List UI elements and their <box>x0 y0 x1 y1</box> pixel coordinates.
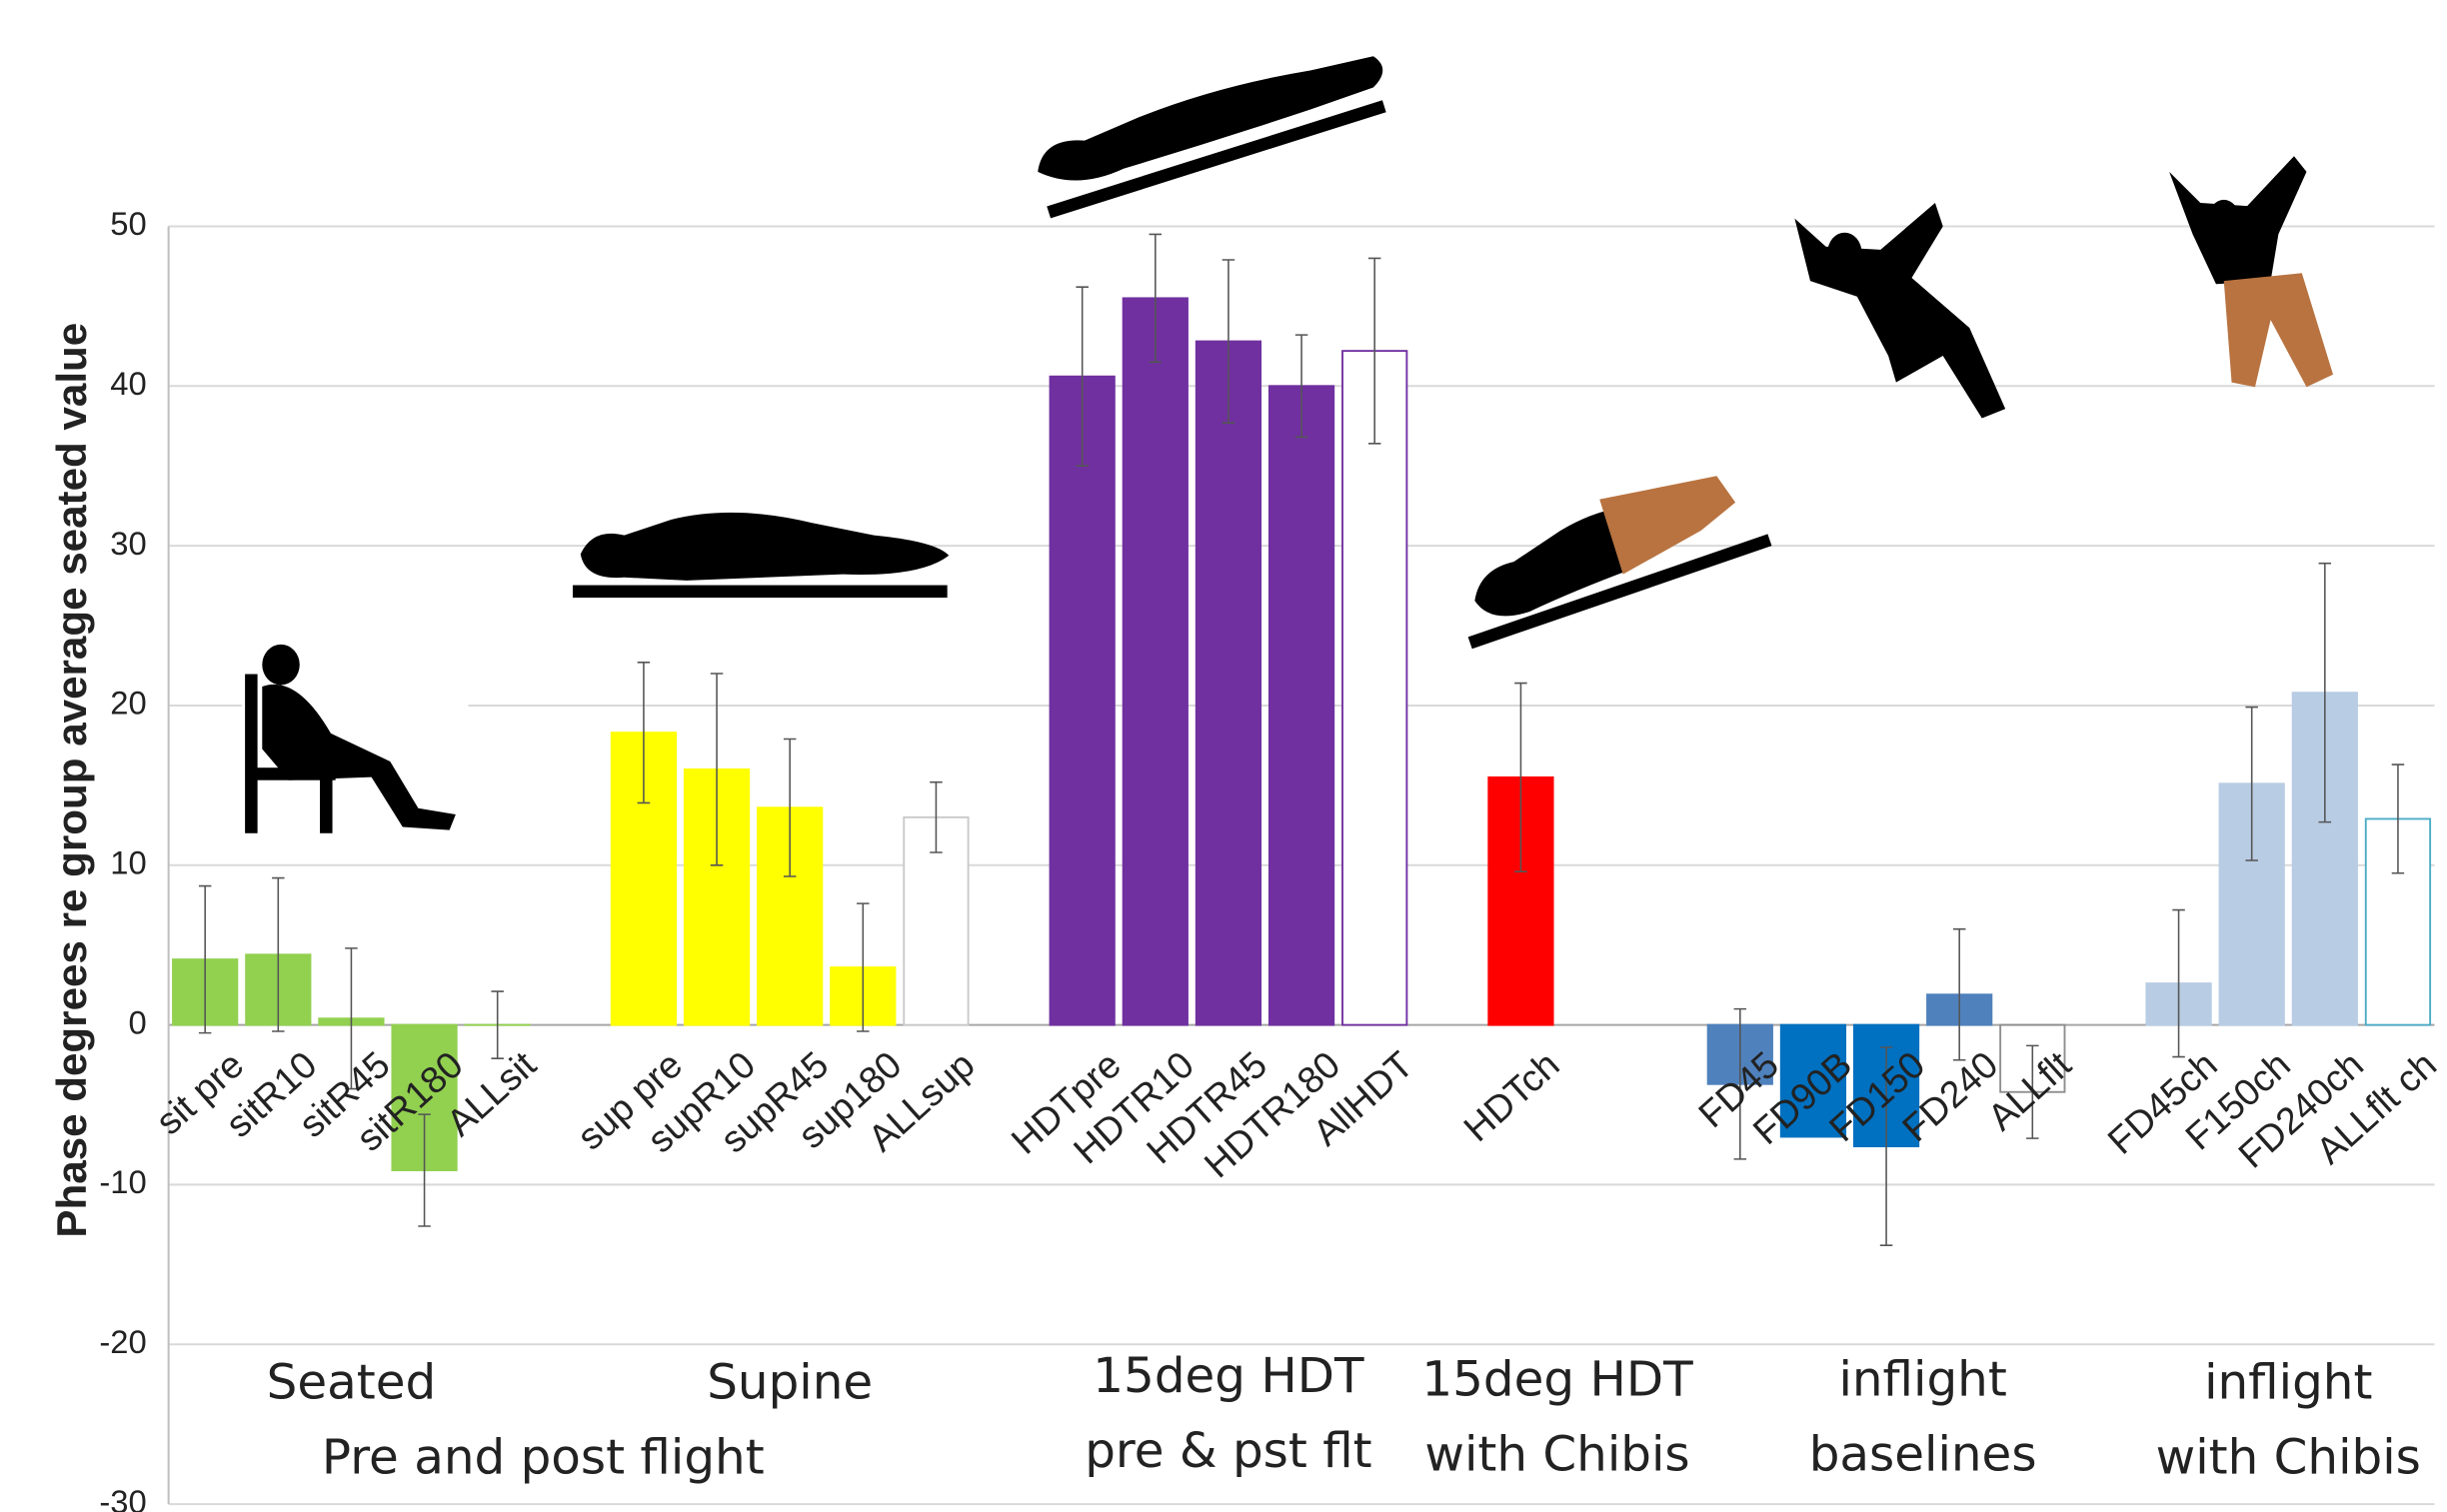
group-span-label: Pre and post flight <box>322 1429 765 1485</box>
y-tick-label: 30 <box>110 525 146 562</box>
chart: Phase degrees re group average seated va… <box>0 0 2447 1512</box>
bar <box>1342 351 1406 1024</box>
group-label: 15deg HDT <box>1421 1351 1693 1407</box>
y-tick-label: 20 <box>110 685 146 722</box>
bar <box>1124 298 1188 1024</box>
supine-figure <box>573 513 949 598</box>
seated-figure <box>242 632 468 842</box>
y-tick-label: 0 <box>129 1003 147 1040</box>
group-label: Supine <box>707 1354 873 1410</box>
group-label: with Chibis <box>1424 1426 1689 1482</box>
y-tick-label: 10 <box>110 843 146 880</box>
inflight-chibis-figure <box>2169 156 2333 387</box>
group-label: inflight <box>1838 1351 2006 1407</box>
head-down-tilt-chibis-figure <box>1470 476 1770 643</box>
head-down-tilt-figure <box>1007 24 1404 219</box>
y-tick-label: -20 <box>99 1323 146 1360</box>
group-label: with Chibis <box>2156 1429 2421 1485</box>
bar <box>1269 386 1333 1024</box>
group-label: baselines <box>1809 1426 2037 1482</box>
y-tick-label: -10 <box>99 1163 146 1200</box>
group-label: Seated <box>267 1354 437 1410</box>
y-tick-label: 50 <box>110 205 146 242</box>
bar <box>1051 377 1115 1025</box>
y-tick-label: 40 <box>110 365 146 402</box>
bar <box>1197 342 1260 1025</box>
group-label: 15deg HDT <box>1093 1348 1364 1404</box>
group-label: inflight <box>2204 1354 2372 1410</box>
x-tick-label: HDTch <box>1455 1043 1567 1149</box>
group-label: pre & pst flt <box>1085 1423 1371 1479</box>
y-axis-label: Phase degrees re group average seated va… <box>48 323 95 1238</box>
y-tick-label: -30 <box>99 1483 146 1512</box>
